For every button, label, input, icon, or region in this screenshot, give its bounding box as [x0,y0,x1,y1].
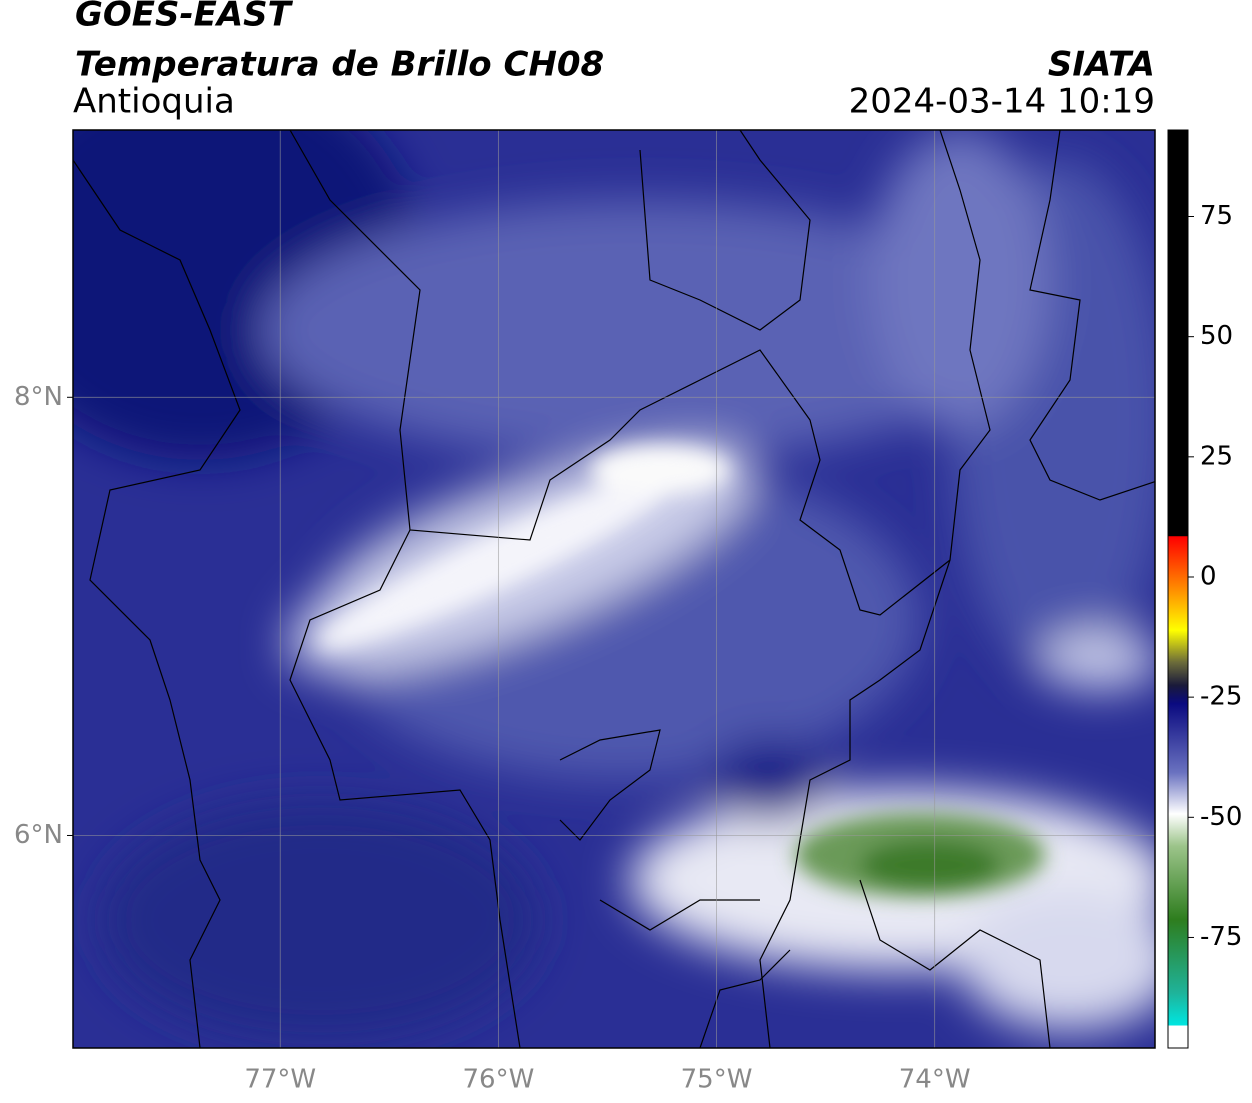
x-tick-label: 75°W [681,1065,753,1095]
colorbar-tick-label: -25 [1200,682,1242,712]
x-tick-label: 74°W [899,1065,971,1095]
colorbar [1167,129,1189,1049]
map-image [73,130,1155,1048]
y-tick-label: 8°N [14,382,63,412]
x-tick-label: 77°W [244,1065,316,1095]
map-frame [72,129,1156,1049]
source: SIATA [1048,45,1155,85]
colorbar-tick-label: -50 [1200,802,1242,832]
title: GOES-EAST [75,0,294,35]
region: Antioquia [73,82,235,122]
colorbar-tick-label: 50 [1200,321,1233,351]
datetime: 2024-03-14 10:19 [849,82,1155,122]
y-tick-label: 6°N [14,820,63,850]
colorbar-tick-label: 75 [1200,201,1233,231]
x-tick-label: 76°W [462,1065,534,1095]
colorbar-tick-label: 25 [1200,441,1233,471]
grid [73,130,1155,1048]
colorbar-tick-label: -75 [1200,922,1242,952]
subtitle: Temperatura de Brillo CH08 [75,45,604,85]
colorbar-tick-label: 0 [1200,561,1217,591]
